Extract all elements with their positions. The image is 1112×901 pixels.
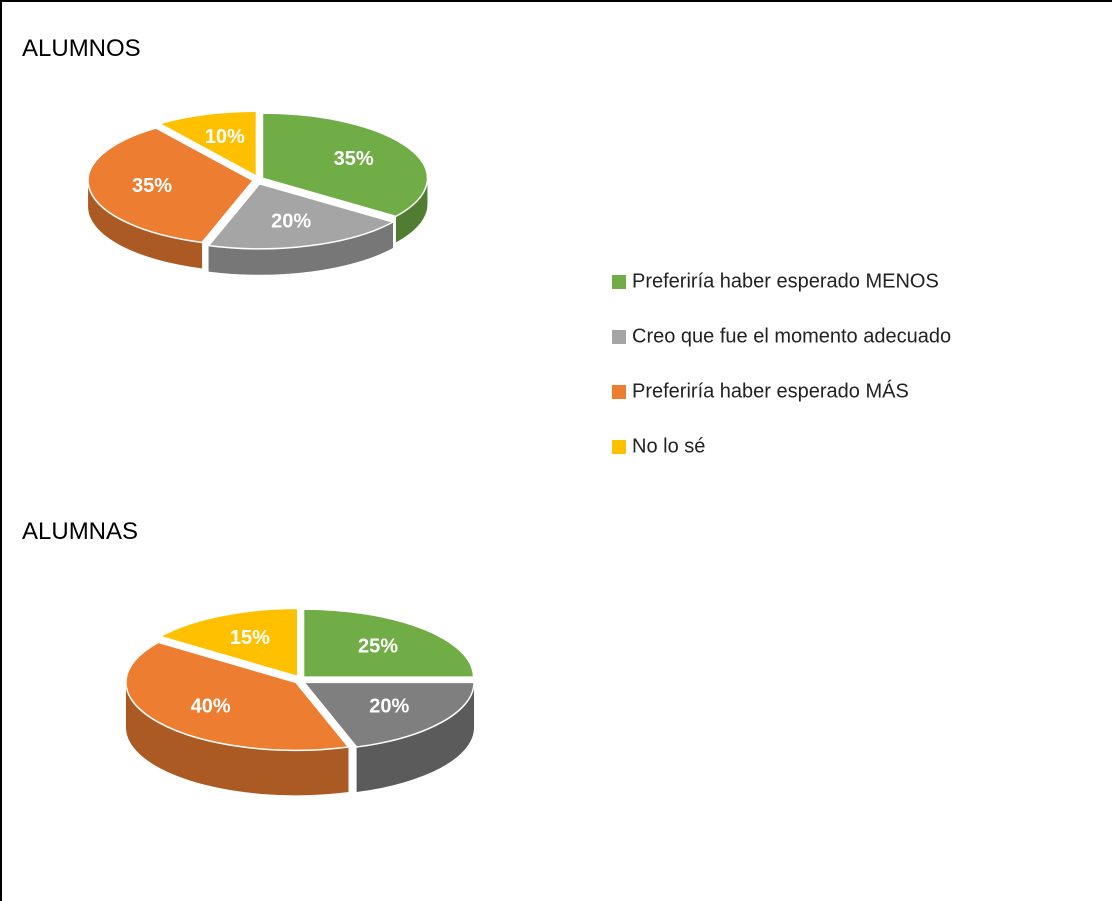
data-label: 15% (230, 627, 270, 649)
pie-slice-side (125, 682, 349, 796)
data-label: 25% (358, 636, 398, 658)
pie-slice (207, 182, 396, 250)
data-label: 10% (205, 126, 245, 148)
legend-swatch (612, 275, 626, 289)
data-label: 20% (271, 210, 311, 232)
pie-slice (302, 608, 475, 678)
legend-swatch (612, 440, 626, 454)
legend-swatch (612, 385, 626, 399)
data-label: 35% (334, 148, 374, 170)
pie-slice (158, 607, 299, 678)
legend-label: Preferiría haber esperado MENOS (632, 270, 939, 292)
data-label: 35% (132, 175, 172, 197)
chart-title: ALUMNAS (22, 518, 138, 545)
pie-slice-side (356, 682, 475, 793)
pie-slice (125, 641, 350, 752)
chart-title: ALUMNOS (22, 35, 141, 62)
data-label: 40% (191, 695, 231, 717)
legend-label: Creo que fue el momento adecuado (632, 325, 951, 347)
pie-slice (157, 110, 258, 178)
pie-slice (87, 127, 255, 244)
pie-slice (302, 681, 475, 748)
legend-swatch (612, 330, 626, 344)
pie-slice-side (395, 178, 428, 243)
pie-slice-side (208, 222, 394, 275)
data-label: 20% (369, 695, 409, 717)
pie-slice-side (88, 180, 203, 269)
legend-label: Preferiría haber esperado MÁS (632, 379, 909, 402)
pie-slice (261, 112, 429, 218)
legend-label: No lo sé (632, 435, 705, 457)
